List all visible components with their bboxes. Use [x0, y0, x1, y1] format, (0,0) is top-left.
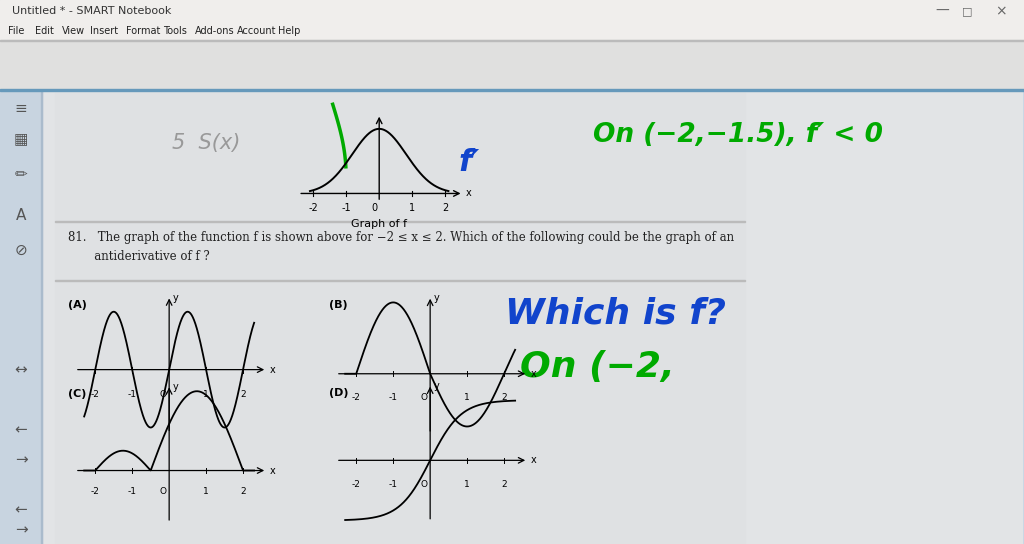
Text: 1: 1	[203, 487, 209, 496]
Text: (C): (C)	[68, 389, 86, 399]
Text: Untitled * - SMART Notebook: Untitled * - SMART Notebook	[12, 6, 171, 16]
Text: □: □	[962, 6, 973, 16]
Bar	[55, 281, 745, 544]
Text: Help: Help	[279, 26, 301, 36]
Bar	[0, 91, 42, 544]
Bar	[55, 93, 745, 221]
Text: x: x	[269, 466, 275, 475]
Text: -1: -1	[128, 390, 136, 399]
Text: ×: ×	[995, 4, 1007, 18]
Text: O: O	[420, 480, 427, 489]
Text: O: O	[159, 390, 166, 399]
Text: File: File	[8, 26, 25, 36]
Text: 0: 0	[371, 203, 377, 213]
Text: O: O	[159, 487, 166, 496]
Text: 1: 1	[464, 480, 470, 489]
Bar	[0, 22, 1024, 40]
Text: 2: 2	[241, 390, 246, 399]
Text: x: x	[530, 369, 537, 379]
Text: -2: -2	[91, 390, 99, 399]
Text: -2: -2	[352, 393, 360, 402]
Text: 2: 2	[442, 203, 449, 213]
Text: y: y	[434, 381, 439, 391]
Text: Edit: Edit	[35, 26, 54, 36]
Text: ✏: ✏	[14, 168, 28, 182]
Text: ←: ←	[14, 423, 28, 437]
Text: 1: 1	[203, 390, 209, 399]
Text: On (−2,−1.5), f′ < 0: On (−2,−1.5), f′ < 0	[593, 122, 883, 148]
Text: x: x	[466, 188, 471, 199]
Bar	[0, 0, 1024, 22]
Bar	[0, 40, 1024, 41]
Bar	[55, 221, 745, 222]
Text: Account: Account	[237, 26, 276, 36]
Text: (B): (B)	[329, 300, 347, 310]
Text: 2: 2	[241, 487, 246, 496]
Text: O: O	[420, 393, 427, 402]
Text: Insert: Insert	[90, 26, 118, 36]
Text: -1: -1	[341, 203, 351, 213]
Text: Add-ons: Add-ons	[196, 26, 234, 36]
Text: -1: -1	[389, 480, 397, 489]
Text: -2: -2	[91, 487, 99, 496]
Text: 1: 1	[410, 203, 416, 213]
Text: ←: ←	[14, 503, 28, 517]
Text: 2: 2	[501, 393, 507, 402]
Bar	[55, 222, 745, 280]
Text: —: —	[935, 4, 949, 18]
Bar	[55, 280, 745, 281]
Text: -1: -1	[128, 487, 136, 496]
Text: Tools: Tools	[163, 26, 187, 36]
Bar	[0, 40, 1024, 90]
Text: A: A	[15, 207, 27, 222]
Text: -1: -1	[389, 393, 397, 402]
Text: →: →	[14, 522, 28, 537]
Text: y: y	[173, 382, 178, 392]
Text: -2: -2	[308, 203, 318, 213]
Text: x: x	[269, 364, 275, 375]
Text: ↔: ↔	[14, 362, 28, 378]
Text: 5  S(x): 5 S(x)	[172, 133, 241, 153]
Text: -2: -2	[352, 480, 360, 489]
Text: Format: Format	[126, 26, 161, 36]
Text: (A): (A)	[68, 300, 86, 310]
Text: ≡: ≡	[14, 101, 28, 115]
Text: (D): (D)	[329, 388, 348, 398]
Text: f′: f′	[458, 148, 479, 177]
Text: →: →	[14, 453, 28, 467]
Text: x: x	[530, 455, 537, 465]
Text: 81.   The graph of the function f is shown above for −2 ≤ x ≤ 2. Which of the fo: 81. The graph of the function f is shown…	[68, 231, 734, 263]
Text: y: y	[434, 293, 439, 304]
Text: y: y	[173, 293, 178, 303]
Text: Graph of f: Graph of f	[351, 219, 408, 230]
Text: On (−2,: On (−2,	[520, 350, 675, 384]
Text: Which is f?: Which is f?	[505, 297, 726, 331]
Bar	[0, 89, 1024, 91]
Text: ⊘: ⊘	[14, 243, 28, 257]
Bar	[42, 91, 1022, 544]
Text: 2: 2	[501, 480, 507, 489]
Text: 1: 1	[464, 393, 470, 402]
Text: View: View	[62, 26, 86, 36]
Text: ▦: ▦	[13, 133, 29, 147]
